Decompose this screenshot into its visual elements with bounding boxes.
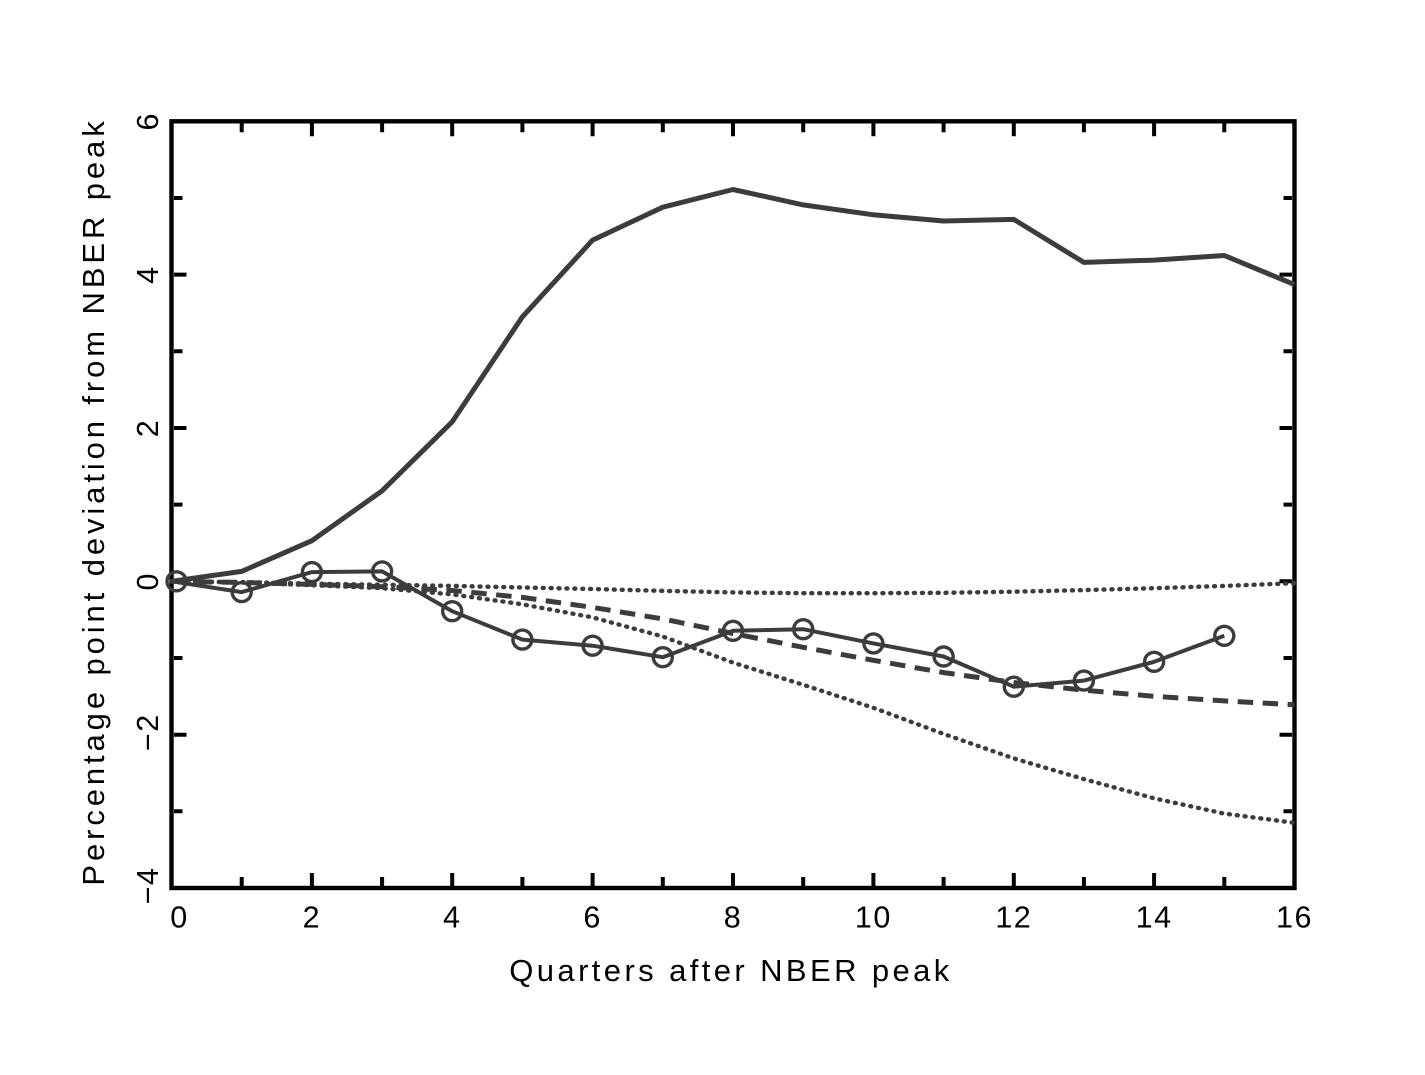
svg-text:6: 6 bbox=[583, 901, 601, 935]
svg-text:2: 2 bbox=[131, 419, 165, 437]
svg-text:8: 8 bbox=[724, 901, 742, 935]
svg-text:10: 10 bbox=[855, 901, 892, 935]
svg-text:Percentage point deviation fro: Percentage point deviation from NBER pea… bbox=[76, 117, 111, 885]
svg-text:0: 0 bbox=[170, 901, 188, 935]
svg-text:Quarters after NBER peak: Quarters after NBER peak bbox=[509, 953, 952, 988]
svg-text:4: 4 bbox=[443, 901, 461, 935]
svg-text:−2: −2 bbox=[131, 713, 165, 751]
svg-text:2: 2 bbox=[303, 901, 321, 935]
svg-text:16: 16 bbox=[1276, 901, 1313, 935]
svg-text:12: 12 bbox=[995, 901, 1032, 935]
svg-text:0: 0 bbox=[131, 572, 165, 590]
svg-text:14: 14 bbox=[1136, 901, 1173, 935]
svg-text:4: 4 bbox=[131, 265, 165, 283]
svg-text:6: 6 bbox=[131, 112, 165, 130]
svg-text:−4: −4 bbox=[131, 867, 165, 905]
